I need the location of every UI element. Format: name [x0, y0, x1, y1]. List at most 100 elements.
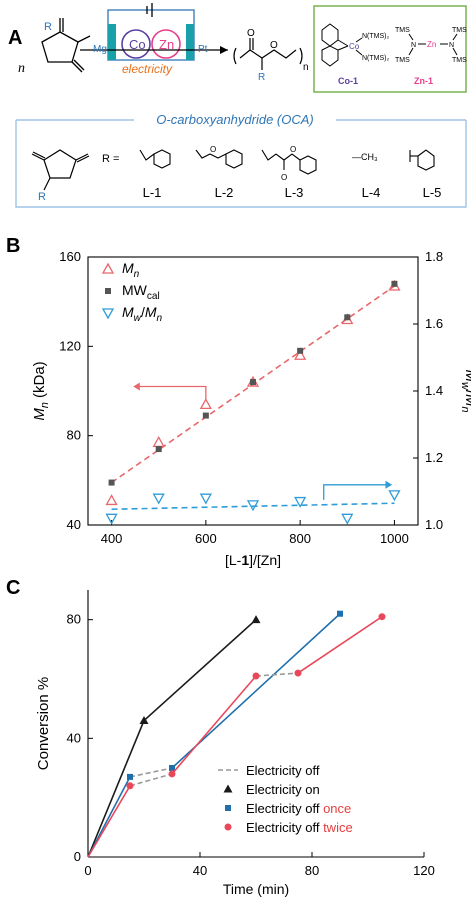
- oca-box: [15, 120, 467, 208]
- left-axis-arrow: [137, 385, 207, 400]
- x-tick-label: 600: [195, 531, 217, 546]
- mn-point: [152, 436, 165, 448]
- zn1-tms-a: TMS: [395, 27, 410, 34]
- electrochemical-cell: [80, 3, 228, 61]
- y-tick-label: 120: [59, 338, 81, 353]
- l2-substituent-structure: [195, 149, 243, 169]
- electricity-on-point: [139, 716, 149, 725]
- electricity-off-once-off-segment: [129, 767, 173, 778]
- y-tick-label: 80: [67, 428, 81, 443]
- mg-electrode-label: Mg: [93, 44, 107, 55]
- panel-b-chart: B 400 600 800 1000 40 80 120 160 1.0 1.2 1.4 1.6 1.8…: [6, 235, 471, 568]
- x-tick-label: 40: [193, 863, 207, 878]
- zn1-n-right: N: [449, 42, 454, 49]
- zn1-label: Zn-1: [414, 76, 433, 86]
- right-axis-arrowhead: [385, 480, 393, 489]
- polymer-n-label: n: [303, 62, 309, 73]
- l3-substituent-structure: [261, 149, 317, 175]
- x-axis-label: [L-1]/[Zn]: [225, 552, 281, 568]
- y-tick-label: 0: [74, 849, 81, 864]
- y-axis-label: Conversion %: [35, 677, 52, 770]
- electricity-off-twice-point: [378, 613, 386, 621]
- mwcal-point: [202, 412, 209, 419]
- panel-a-scheme: A R n Mg Co Zn Pt electricity O O R n: [8, 3, 467, 208]
- legend-marker: [105, 288, 111, 294]
- l1-substituent-structure: [139, 149, 171, 169]
- legend-label: Mw/Mn: [122, 304, 163, 324]
- y-tick-label: 40: [67, 730, 81, 745]
- monomer-l2-label: L-2: [215, 185, 234, 200]
- co1-label: Co-1: [338, 76, 358, 86]
- dispersity-point: [246, 500, 260, 512]
- l2-ether-o: O: [210, 145, 216, 154]
- monomer-l1-label: L-1: [143, 185, 162, 200]
- x-axis-label: Time (min): [223, 881, 289, 897]
- co-label: Co: [129, 37, 146, 52]
- electricity-on-point: [251, 615, 261, 624]
- monomer-l5-label: L-5: [423, 185, 442, 200]
- electricity-off-twice-off-segment: [255, 672, 299, 677]
- x-tick-label: 80: [305, 863, 319, 878]
- electricity-off-twice-segment: [171, 675, 257, 775]
- panel-c-label: C: [6, 577, 20, 599]
- y2-tick-label: 1.0: [425, 517, 443, 532]
- legend-marker: [101, 308, 115, 320]
- monomer-l4-label: L-4: [362, 185, 381, 200]
- dispersity-point: [105, 513, 118, 525]
- oca-r-group: R: [44, 21, 52, 33]
- legend-label: MWcal: [122, 282, 160, 302]
- oca-title: O-carboxyanhydride (OCA): [156, 112, 314, 127]
- y2-tick-label: 1.2: [425, 450, 443, 465]
- mwcal-point: [297, 347, 304, 354]
- mn-point: [199, 398, 212, 410]
- l3-carbonyl-o: O: [281, 173, 287, 182]
- y2-tick-label: 1.6: [425, 316, 443, 331]
- zn1-structure: [408, 33, 458, 56]
- polymer-r-group: R: [258, 72, 265, 83]
- legend-marker: [225, 805, 231, 811]
- zn1-tms-c: TMS: [452, 27, 467, 34]
- left-axis-arrowhead: [133, 382, 140, 391]
- x-tick-label: 0: [84, 863, 91, 878]
- legend-label: Electricity on: [246, 782, 320, 797]
- mwcal-point: [391, 280, 398, 287]
- co1-ntms2-top: N(TMS)₂: [362, 33, 389, 40]
- panel-c-chart: C 0 40 80 120 0 40 80 Time (min) Conversion % Ele…: [6, 577, 435, 897]
- oca-general-r: R: [38, 191, 46, 203]
- y2-tick-label: 1.8: [425, 249, 443, 264]
- catalyst-box: [313, 5, 467, 93]
- polymer-ester-o: O: [270, 40, 278, 51]
- zn1-n-left: N: [411, 42, 416, 49]
- polymer-structure: [233, 38, 303, 70]
- mwcal-point: [344, 314, 351, 321]
- zn1-center: Zn: [427, 40, 436, 49]
- fit-line-dispersity: [111, 502, 395, 511]
- panel-a-label: A: [8, 27, 22, 49]
- electricity-off-twice-point: [168, 770, 176, 778]
- y-tick-label: 40: [67, 517, 81, 532]
- panel-b-label: B: [6, 235, 20, 257]
- legend-marker: [224, 823, 232, 831]
- x-tick-label: 1000: [380, 531, 409, 546]
- electricity-off-twice-segment: [297, 616, 383, 674]
- dispersity-point: [388, 490, 401, 502]
- right-axis-arrow: [323, 484, 388, 500]
- co1-center: Co: [349, 42, 360, 51]
- electricity-off-once-point: [337, 610, 343, 617]
- r-equals-label: R =: [102, 153, 119, 165]
- zn1-tms-d: TMS: [452, 57, 467, 64]
- y2-axis-label: Mw/Mn: [459, 370, 471, 413]
- repeat-n-label: n: [18, 61, 25, 76]
- l5-substituent-structure: [409, 149, 435, 171]
- dispersity-point: [199, 493, 212, 505]
- mn-point: [294, 348, 307, 360]
- l4-ch3-label: —CH₃: [352, 152, 378, 162]
- y-tick-label: 80: [67, 612, 81, 627]
- x-tick-label: 400: [101, 531, 123, 546]
- electricity-off-twice-segment: [87, 785, 131, 858]
- x-tick-label: 120: [413, 863, 435, 878]
- y-tick-label: 160: [59, 249, 81, 264]
- dispersity-point: [294, 496, 307, 508]
- legend-marker: [101, 262, 115, 274]
- oca-monomer-structure: [41, 18, 91, 73]
